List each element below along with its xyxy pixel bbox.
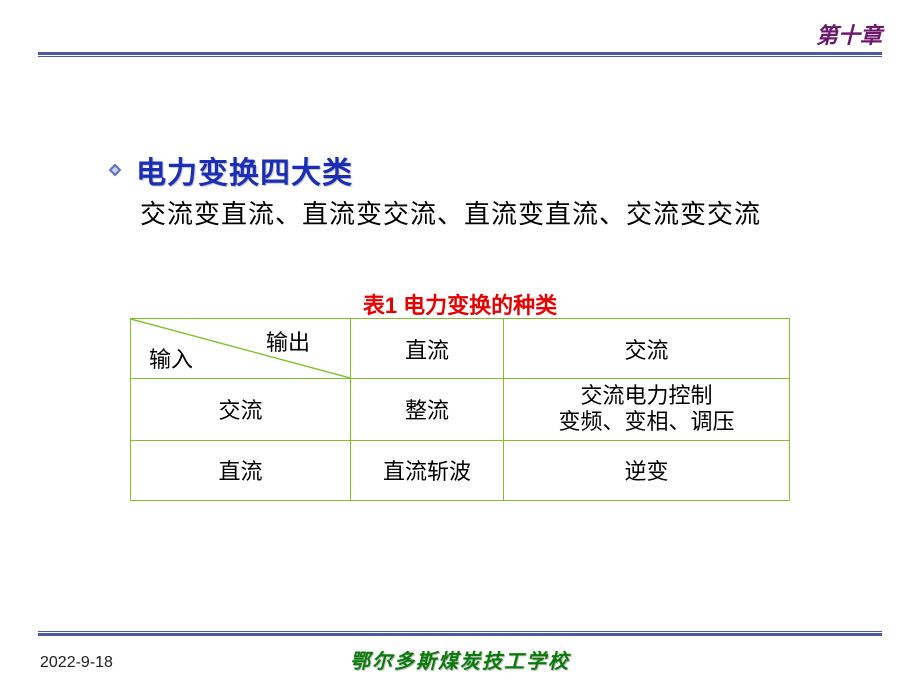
table-row: 直流 直流斩波 逆变 <box>131 440 790 500</box>
diamond-bullet-icon <box>108 163 122 177</box>
col-header: 直流 <box>351 319 504 379</box>
section-title: 电力变换四大类 <box>136 148 353 192</box>
table-row: 交流 整流 交流电力控制变频、变相、调压 <box>131 379 790 441</box>
row-axis-label: 输入 <box>149 342 193 374</box>
table-header-row: 输出 输入 直流 交流 <box>131 319 790 379</box>
col-axis-label: 输出 <box>266 325 310 357</box>
diagonal-header-cell: 输出 输入 <box>131 319 351 379</box>
chapter-label: 第十章 <box>816 18 882 50</box>
row-header: 交流 <box>131 379 351 441</box>
conversion-table: 输出 输入 直流 交流 交流 整流 交流电力控制变频、变相、调压 直流 直流斩波… <box>130 318 790 501</box>
cell: 交流电力控制变频、变相、调压 <box>503 379 789 441</box>
body-text: 交流变直流、直流变交流、直流变直流、交流变交流 <box>140 194 761 231</box>
row-header: 直流 <box>131 440 351 500</box>
top-divider <box>38 52 882 57</box>
col-header: 交流 <box>503 319 789 379</box>
cell: 直流斩波 <box>351 440 504 500</box>
bottom-divider <box>38 631 882 636</box>
table-caption: 表1 电力变换的种类 <box>0 288 920 320</box>
slide: 第十章 电力变换四大类 交流变直流、直流变交流、直流变直流、交流变交流 表1 电… <box>0 0 920 690</box>
heading-row: 电力变换四大类 <box>108 148 353 192</box>
footer-school: 鄂尔多斯煤炭技工学校 <box>0 645 920 674</box>
cell: 整流 <box>351 379 504 441</box>
cell: 逆变 <box>503 440 789 500</box>
